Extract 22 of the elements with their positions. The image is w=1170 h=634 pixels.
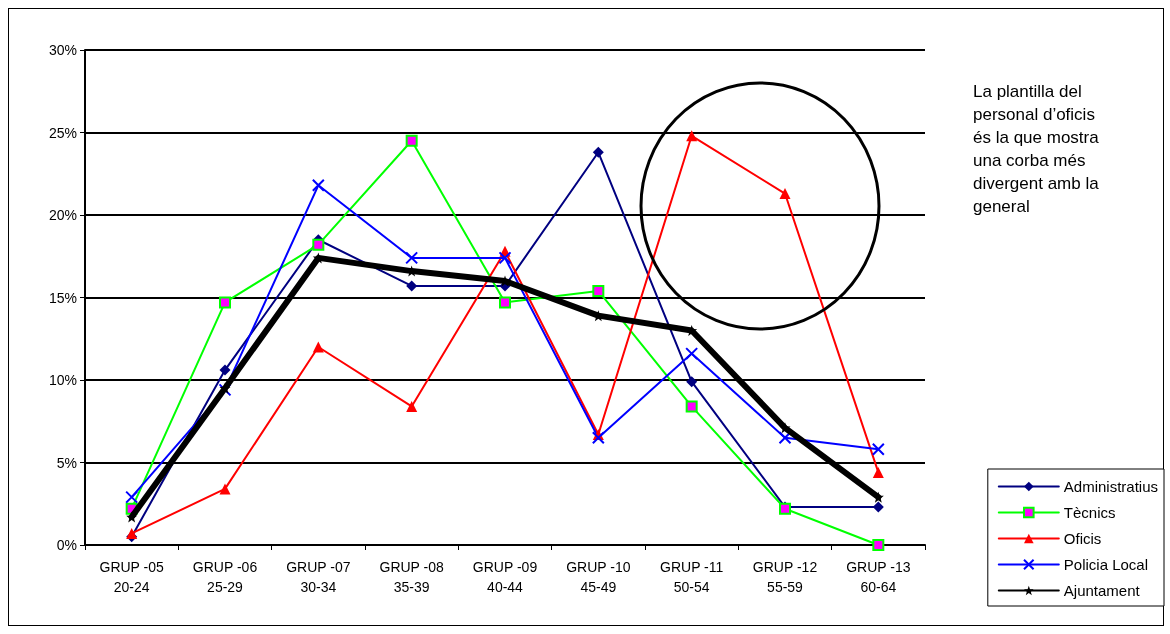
x-tick-label: GRUP -11 50-54 bbox=[660, 559, 724, 595]
legend-label: Administratius bbox=[1063, 478, 1159, 495]
y-tick-label: 5% bbox=[56, 454, 77, 471]
legend-label: Tècnics bbox=[1063, 504, 1116, 521]
x-tick-label: GRUP -05 20-24 bbox=[99, 559, 165, 595]
x-tick-label: GRUP -07 30-34 bbox=[286, 559, 351, 595]
legend-label: Policia Local bbox=[1063, 556, 1149, 573]
y-tick-label: 10% bbox=[48, 372, 77, 388]
y-tick-label: 25% bbox=[48, 124, 77, 141]
x-tick-label: GRUP -09 40-44 bbox=[472, 559, 538, 595]
x-tick-label: GRUP -06 25-29 bbox=[192, 559, 258, 595]
text: La plantilla del personal d’oficis és la que mostra una corba més divergent amb la general bbox=[973, 81, 1099, 218]
y-tick-label: 30% bbox=[48, 42, 77, 58]
x-tick-label: GRUP -08 35-39 bbox=[379, 559, 445, 595]
y-tick-label: 0% bbox=[56, 537, 77, 553]
legend-label: Oficis bbox=[1063, 530, 1102, 547]
x-tick-label: GRUP -10 45-49 bbox=[566, 559, 631, 595]
y-tick-label: 20% bbox=[48, 207, 77, 223]
y-tick-label: 15% bbox=[48, 289, 77, 306]
legend-label: Ajuntament bbox=[1063, 582, 1141, 599]
x-tick-label: GRUP -13 60-64 bbox=[846, 559, 911, 595]
x-tick-label: GRUP -12 55-59 bbox=[752, 559, 818, 595]
